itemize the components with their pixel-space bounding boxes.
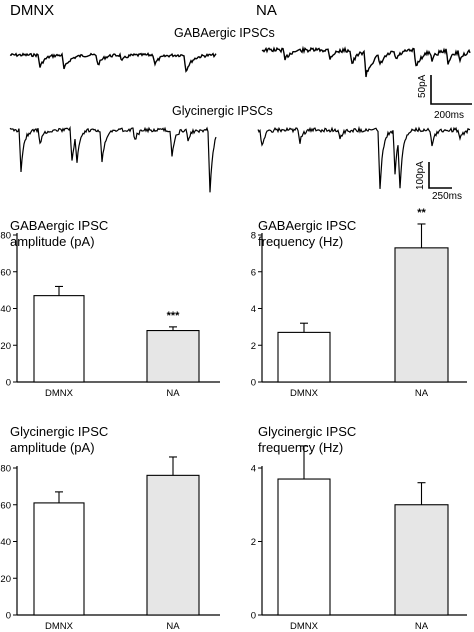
bar-dmnx	[277, 331, 331, 383]
x-tick-label: DMNX	[45, 388, 74, 399]
chart-title-line2: frequency (Hz)	[258, 234, 344, 249]
bar-na	[394, 504, 449, 616]
y-tick-label: 0	[251, 611, 256, 622]
y-tick-label: 40	[0, 537, 11, 548]
x-tick-label: DMNX	[290, 621, 319, 632]
y-tick-label: 20	[0, 574, 11, 585]
x-tick-label: NA	[415, 388, 429, 399]
trace-gly-na	[257, 125, 471, 189]
chart-title-line1: GABAergic IPSC	[258, 218, 357, 233]
y-tick-label: 8	[251, 231, 256, 242]
x-tick-label: NA	[166, 388, 180, 399]
bar-dmnx	[33, 295, 85, 383]
y-tick-label: 40	[0, 304, 11, 315]
gaba-ipsc-label: GABAergic IPSCs	[174, 26, 275, 40]
y-tick-label: 80	[0, 464, 11, 475]
y-tick-label: 2	[251, 537, 256, 548]
chart-gaba-amplitude: 0 20 40 60 80 DMNX NA ***	[0, 231, 220, 399]
chart-gaba-frequency: 0 2 4 6 8 DMNX NA **	[251, 207, 467, 399]
chart-title-line1: Glycinergic IPSC	[10, 424, 109, 439]
chart-title-gaba-frequency: GABAergic IPSC frequency (Hz)	[258, 218, 356, 250]
bar-dmnx	[33, 502, 85, 616]
glycine-ipsc-label: Glycinergic IPSCs	[172, 104, 273, 118]
scale-gly-amp: 100pA	[415, 161, 426, 190]
scale-bar-gaba: 50pA 200ms	[417, 74, 472, 121]
y-tick-label: 6	[251, 267, 256, 278]
chart-title-line1: Glycinergic IPSC	[258, 424, 357, 439]
chart-title-line2: amplitude (pA)	[10, 234, 95, 249]
bar-na	[146, 330, 200, 383]
y-tick-label: 20	[0, 341, 11, 352]
y-tick-label: 80	[0, 231, 11, 242]
chart-title-line1: GABAergic IPSC	[10, 218, 109, 233]
y-tick-label: 2	[251, 341, 256, 352]
scale-gaba-time: 200ms	[434, 110, 464, 121]
chart-title-gaba-amplitude: GABAergic IPSC amplitude (pA)	[10, 218, 108, 250]
chart-title-line2: frequency (Hz)	[258, 440, 344, 455]
trace-gly-dmnx	[9, 125, 217, 193]
x-tick-label: DMNX	[290, 388, 319, 399]
header-na: NA	[256, 2, 277, 19]
header-dmnx: DMNX	[10, 2, 55, 19]
trace-gaba-dmnx	[9, 52, 217, 73]
scale-bar-gly: 100pA 250ms	[415, 161, 462, 200]
scale-gaba-amp: 50pA	[417, 74, 428, 98]
bar-dmnx	[277, 478, 331, 616]
y-tick-label: 4	[251, 304, 256, 315]
chart-title-gly-amplitude: Glycinergic IPSC amplitude (pA)	[10, 424, 108, 456]
significance-marker: **	[417, 207, 426, 219]
significance-marker: ***	[167, 310, 181, 322]
y-tick-label: 0	[6, 611, 11, 622]
x-tick-label: NA	[415, 621, 429, 632]
y-tick-label: 0	[251, 378, 256, 389]
chart-title-line2: amplitude (pA)	[10, 440, 95, 455]
y-tick-label: 60	[0, 500, 11, 511]
bar-na	[146, 474, 200, 616]
chart-title-gly-frequency: Glycinergic IPSC frequency (Hz)	[258, 424, 356, 456]
y-tick-label: 4	[251, 464, 256, 475]
trace-gaba-na	[261, 45, 471, 78]
scale-gly-time: 250ms	[432, 191, 462, 200]
chart-gly-amplitude: 0 20 40 60 80 DMNX NA	[0, 456, 220, 632]
x-tick-label: NA	[166, 621, 180, 632]
x-tick-label: DMNX	[45, 621, 74, 632]
y-tick-label: 0	[6, 378, 11, 389]
y-tick-label: 60	[0, 267, 11, 278]
chart-gly-frequency: 0 2 4 DMNX NA	[251, 445, 467, 632]
bar-na	[394, 247, 449, 383]
trace-panel: 50pA 200ms 100pA 250ms	[9, 45, 472, 200]
